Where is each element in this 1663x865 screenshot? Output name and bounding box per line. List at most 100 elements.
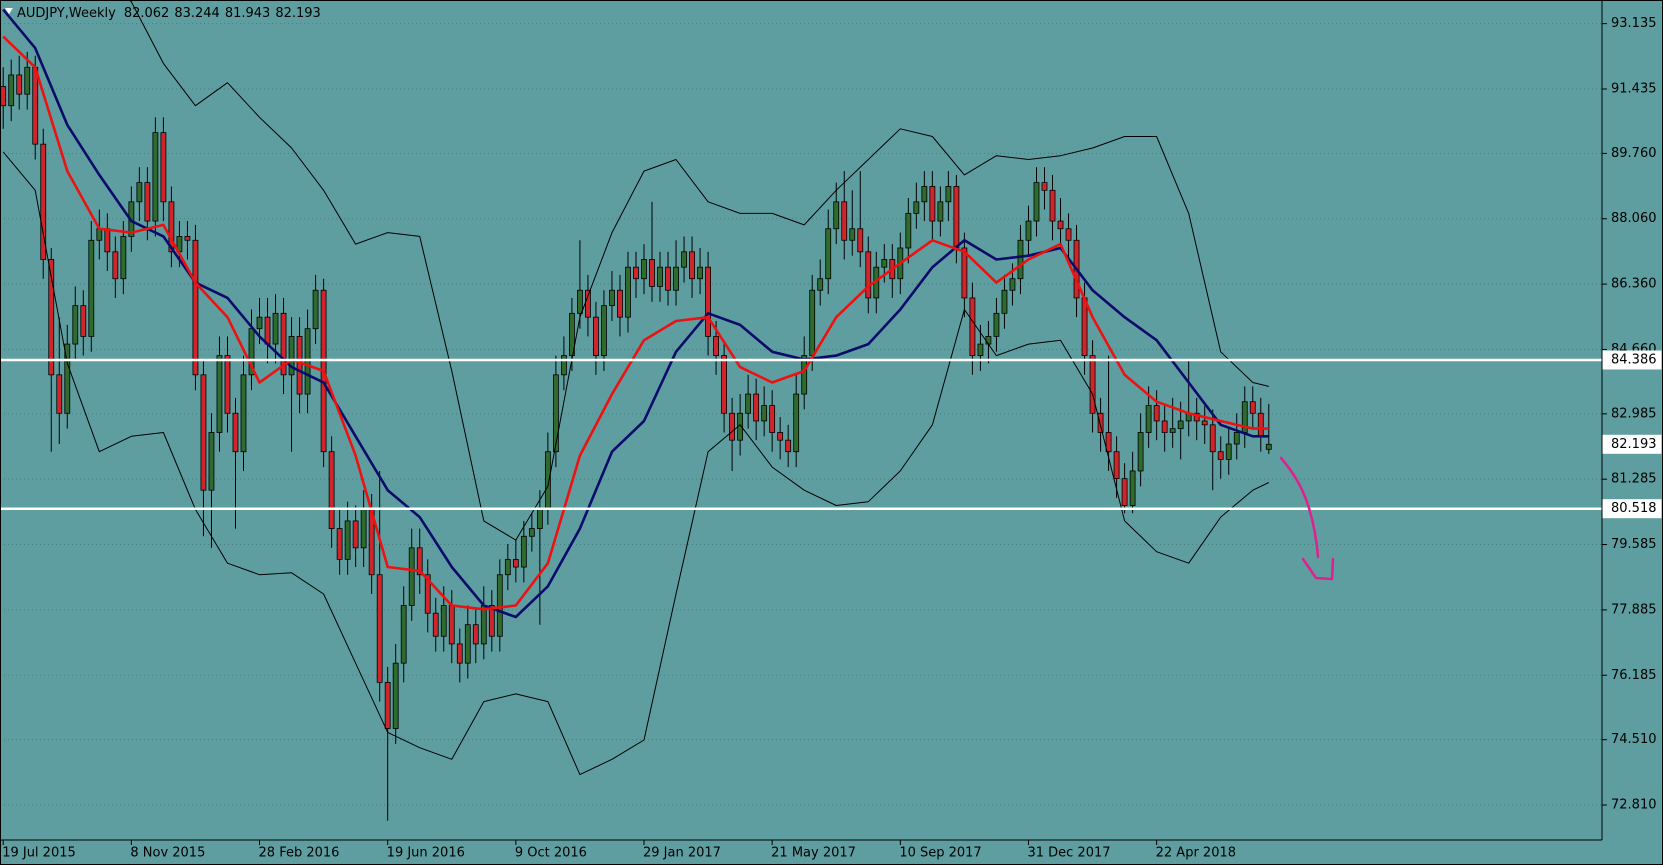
candle-body [272,312,279,345]
candle-body [200,374,207,491]
candle-body [280,312,287,376]
candle-body [1145,405,1152,433]
candle-body [232,412,239,453]
candle-body [64,343,71,414]
price-label: 80.518 [1611,501,1657,516]
candle-body [1233,432,1240,445]
candle-body [921,186,928,203]
candle-body [849,228,856,241]
candle-body [561,355,567,376]
candle-body [160,132,167,203]
candle-body [224,355,231,414]
candle-body [16,74,23,95]
candle-body [833,201,840,230]
candle-body [184,236,191,241]
candle-body [1105,432,1112,453]
candle-body [520,535,527,568]
candle-body [288,335,295,376]
close-value: 82.193 [275,6,321,21]
candle-body [1257,412,1264,437]
candle-body [977,343,984,357]
moving-average-line [2,8,1269,619]
candle-body [312,289,319,330]
candle-body [985,335,992,345]
candle-body [1121,478,1128,506]
y-tick-label: 76.185 [1611,668,1657,683]
current-price-box [1602,434,1662,454]
candle-body [472,624,479,645]
y-tick-label: 81.285 [1611,472,1657,487]
candle-body [464,624,471,664]
candle-body [80,305,87,337]
open-value: 82.062 [124,6,170,21]
candle-body [1265,443,1272,450]
candle-body [104,228,111,253]
candle-body [216,355,223,433]
candle-body [408,547,415,606]
candle-body [593,316,599,357]
candle-body [24,66,31,95]
candle-body [120,236,127,280]
candle-body [1097,412,1104,433]
candle-body [721,355,727,414]
candle-body [753,393,760,422]
price-label: 84.386 [1611,352,1657,367]
candle-body [1033,182,1040,222]
candle-body [809,289,816,357]
candle-body [745,393,752,414]
y-tick-label: 93.135 [1611,16,1657,31]
candle-body [240,374,247,453]
candle-body [649,259,655,287]
candle-body [1089,355,1096,414]
candle-body [585,289,591,318]
candle-body [689,251,695,280]
candle-body [633,266,639,280]
candle-body [609,289,615,307]
moving-average-line [2,35,1269,611]
x-tick-label: 31 Dec 2017 [1027,846,1110,861]
y-tick-label: 74.510 [1611,732,1657,747]
bollinger-band-line [128,0,1269,541]
x-tick-label: 21 May 2017 [771,846,856,861]
candle-body [1025,220,1032,241]
candle-body [937,201,944,222]
candle-body [40,143,47,260]
candle-body [96,228,103,241]
grid [0,23,1602,806]
candle-body [328,451,335,530]
candle-body [769,405,776,433]
candle-body [72,305,79,345]
drawn-arrow [1279,456,1335,581]
candle-body [296,335,303,395]
candle-body [1081,297,1088,357]
y-tick-label: 88.060 [1611,211,1657,226]
candle-body [192,239,199,376]
candle-body [1137,432,1144,472]
y-tick-label: 91.435 [1611,81,1657,96]
candle-body [1065,228,1072,241]
chart-header: AUDJPY,Weekly 82.062 83.244 81.943 82.193 [17,6,321,21]
candle-body [929,186,936,222]
y-tick-label: 82.985 [1611,406,1657,421]
candle-body [112,251,119,280]
candle-body [857,228,864,253]
candle-body [424,574,431,614]
candle-body [625,266,631,318]
bollinger-band-line [2,151,1270,776]
candle-body [256,316,263,330]
candle-body [0,86,7,107]
candle-body [552,374,559,453]
candle-body [993,312,1000,337]
y-tick-label: 77.885 [1611,602,1657,617]
candle-body [336,528,343,560]
candle-body [208,432,215,491]
candle-body [440,605,447,637]
candle-body [56,374,63,414]
candle-body [32,66,39,145]
candle-body [1057,220,1064,230]
x-tick-label: 9 Oct 2016 [515,846,587,861]
candle-body [1153,405,1160,422]
candle-body [953,186,960,249]
x-tick-label: 19 Jun 2016 [387,846,465,861]
